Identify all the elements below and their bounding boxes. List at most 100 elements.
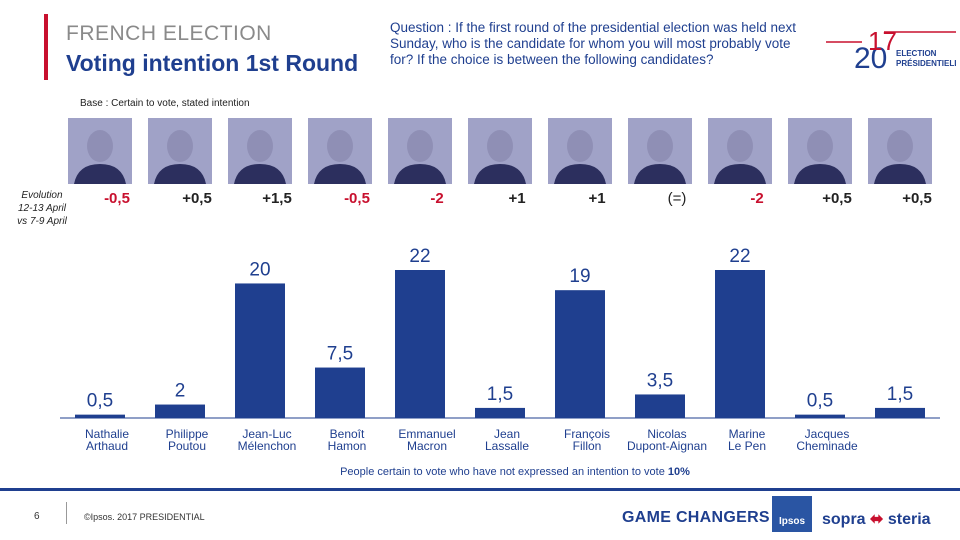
category-label: Jean-Luc (242, 427, 291, 441)
candidate-portrait (708, 118, 772, 184)
evolution-label: Evolution 12-13 April vs 7-9 April (12, 189, 72, 228)
portrait-icon (68, 118, 132, 184)
bar (75, 414, 125, 418)
sopra-mark-icon: ⬌ (865, 511, 888, 528)
evolution-value: +1 (588, 190, 606, 207)
page-title: Voting intention 1st Round (66, 50, 359, 76)
bar (555, 290, 605, 418)
evolution-value: -2 (750, 190, 764, 207)
survey-question: Question : If the first round of the pre… (390, 20, 796, 67)
evolution-value: +0,5 (182, 190, 212, 207)
candidate-portrait (68, 118, 132, 184)
bar-value-label: 0,5 (807, 391, 833, 412)
candidate-portrait (548, 118, 612, 184)
evolution-value: +1 (508, 190, 526, 207)
candidate-portrait (388, 118, 452, 184)
evolution-value: (=) (667, 190, 687, 207)
page-number: 6 (34, 511, 40, 522)
category-label: Le Pen (728, 439, 766, 453)
logo-year-a: 20 (854, 42, 887, 75)
bar-value-label: 22 (409, 246, 430, 267)
category-label: Hamon (328, 439, 367, 453)
category-label: François (564, 427, 610, 441)
copyright: ©Ipsos. 2017 PRESIDENTIAL (84, 512, 205, 522)
portrait-icon (708, 118, 772, 184)
bar-value-label: 1,5 (487, 384, 513, 405)
footnote: People certain to vote who have not expr… (0, 466, 960, 478)
category-label: Nathalie (85, 427, 129, 441)
category-label: Philippe (166, 427, 209, 441)
category-label: Benoît (330, 427, 365, 441)
evolution-value: -0,5 (104, 190, 130, 207)
portrait-icon (148, 118, 212, 184)
portrait-icon (228, 118, 292, 184)
bar-value-label: 22 (729, 246, 750, 267)
bar-value-label: 3,5 (647, 370, 673, 391)
title-top: FRENCH ELECTION (66, 22, 272, 45)
bar (395, 270, 445, 418)
candidate-portrait (868, 118, 932, 184)
portrait-icon (788, 118, 852, 184)
evolution-value: +0,5 (902, 190, 932, 207)
logo-line1: ELECTION (896, 49, 937, 58)
portrait-icon (868, 118, 932, 184)
steria-text: steria (887, 511, 931, 528)
evolution-label-line: Evolution (21, 190, 63, 201)
category-label: Macron (407, 439, 447, 453)
bar (315, 367, 365, 418)
footnote-value: 10% (667, 466, 690, 478)
title-accent-bar (44, 14, 48, 80)
portrait-icon (548, 118, 612, 184)
footer-separator (66, 502, 67, 524)
bar (475, 407, 525, 418)
bar-value-label: 20 (249, 259, 270, 280)
evolution-label-line: vs 7-9 April (17, 216, 67, 227)
category-label: Marine (729, 427, 766, 441)
category-label: Dupont-Aignan (627, 439, 707, 453)
footer-rule (0, 488, 960, 491)
category-label: Jacques (805, 427, 850, 441)
candidate-portrait (628, 118, 692, 184)
portrait-icon (388, 118, 452, 184)
evolution-value: +0,5 (822, 190, 852, 207)
evolution-value: +1,5 (262, 190, 292, 207)
logo-line2: PRÉSIDENTIELLE (896, 59, 956, 68)
bar (715, 270, 765, 418)
candidate-portrait (308, 118, 372, 184)
candidate-portrait (468, 118, 532, 184)
evolution-value: -0,5 (344, 190, 370, 207)
sopra-text: sopra (822, 511, 866, 528)
evolution-value: -2 (430, 190, 444, 207)
category-label: Mélenchon (238, 439, 297, 453)
bar-value-label: 0,5 (87, 391, 113, 412)
category-label: Poutou (168, 439, 206, 453)
evolution-label-line: 12-13 April (18, 203, 66, 214)
bar-value-label: 7,5 (327, 344, 353, 365)
bar (635, 394, 685, 418)
candidate-portrait (788, 118, 852, 184)
bar (795, 414, 845, 418)
category-label: Arthaud (86, 439, 128, 453)
footnote-text: People certain to vote who have not expr… (340, 466, 668, 478)
base-note: Base : Certain to vote, stated intention (80, 98, 250, 109)
category-label: Fillon (573, 439, 602, 453)
candidate-portrait (228, 118, 292, 184)
election-2017-logo: 20 17 ELECTION PRÉSIDENTIELLE (826, 26, 956, 75)
category-label: Emmanuel (398, 427, 455, 441)
logo-year-b: 17 (868, 26, 897, 56)
candidate-portrait (148, 118, 212, 184)
portrait-icon (468, 118, 532, 184)
ipsos-logo: Ipsos (772, 496, 812, 532)
bar-value-label: 19 (569, 266, 590, 287)
portrait-icon (628, 118, 692, 184)
bar-value-label: 2 (175, 381, 186, 402)
game-changers-logo: GAME CHANGERS (622, 509, 770, 526)
portrait-icon (308, 118, 372, 184)
category-label: Cheminade (796, 439, 858, 453)
sopra-steria-logo: sopra ⬌ steria (822, 509, 931, 529)
bar-value-label: 1,5 (887, 384, 913, 405)
bar (875, 407, 925, 418)
bar (235, 283, 285, 418)
category-label: Jean (494, 427, 520, 441)
